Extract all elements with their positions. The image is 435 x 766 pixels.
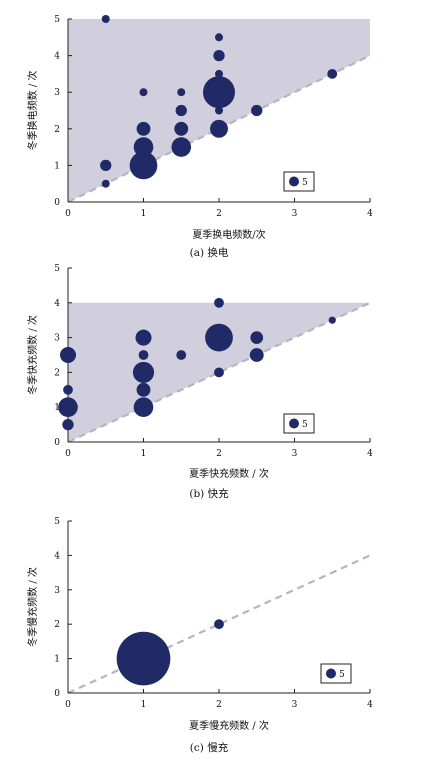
- legend-marker: [289, 418, 299, 429]
- y-tick-label: 5: [54, 15, 60, 25]
- data-point: [250, 331, 264, 344]
- x-tick-label: 0: [65, 700, 71, 710]
- data-point: [213, 49, 225, 62]
- data-point: [100, 159, 112, 172]
- data-point: [214, 297, 224, 308]
- x-tick-label: 1: [141, 449, 147, 459]
- x-tick-label: 4: [367, 449, 373, 459]
- data-point: [129, 151, 158, 180]
- data-point: [203, 76, 235, 109]
- chart-panel-3: 0 1 2 3 4 0 1 2 3 4 5 夏季慢充频数 / 次 冬季慢充频数 / 次 5 (c) 慢充: [26, 517, 373, 754]
- data-point: [136, 121, 151, 136]
- panel-caption: (b) 快充: [189, 487, 229, 500]
- chart-panel-1: 0 1 2 3 4 0 1 2 3 4 5 夏季换电频数/次 冬季换电频数 / 次 5 (a) 换电: [26, 15, 373, 259]
- data-point: [133, 137, 154, 157]
- legend-label: 5: [302, 178, 308, 188]
- diagonal-reference-line: [67, 301, 371, 443]
- y-tick-label: 0: [54, 438, 60, 448]
- y-tick-label: 3: [54, 334, 60, 344]
- panel-caption: (a) 换电: [190, 246, 229, 259]
- y-tick-label: 1: [54, 403, 60, 413]
- chart-panel-2: 0 1 2 3 4 0 1 2 3 4 5 夏季快充频数 / 次 冬季快充频数 / 次 5 (b) 快充: [26, 264, 373, 500]
- data-point: [214, 367, 224, 378]
- size-legend: 5: [283, 413, 315, 434]
- data-point: [174, 121, 189, 136]
- data-point: [58, 397, 78, 417]
- data-point: [133, 397, 154, 417]
- y-axis-label: 冬季快充频数 / 次: [26, 315, 39, 395]
- y-tick-label: 3: [54, 88, 60, 98]
- legend-marker: [289, 176, 299, 187]
- data-point: [135, 329, 152, 346]
- data-point: [215, 69, 223, 78]
- x-tick-label: 1: [141, 700, 147, 710]
- data-point: [175, 104, 187, 117]
- data-point: [60, 347, 76, 363]
- data-point: [249, 348, 264, 362]
- y-tick-label: 0: [54, 198, 60, 208]
- x-tick-label: 2: [216, 700, 222, 710]
- x-tick-label: 3: [292, 209, 298, 219]
- legend-marker: [326, 668, 336, 679]
- data-point: [205, 323, 233, 352]
- size-legend: 5: [320, 663, 352, 684]
- y-tick-label: 2: [54, 620, 60, 630]
- diagonal-reference-line: [67, 554, 371, 695]
- x-tick-label: 2: [216, 449, 222, 459]
- diagonal-reference-line: [67, 54, 371, 203]
- data-point: [136, 382, 151, 397]
- x-tick-label: 4: [367, 700, 373, 710]
- x-tick-label: 4: [367, 209, 373, 219]
- data-point: [214, 619, 224, 630]
- data-point: [327, 69, 338, 79]
- y-tick-label: 5: [54, 517, 60, 527]
- x-axis-label: 夏季快充频数 / 次: [189, 467, 269, 480]
- data-point: [215, 33, 223, 42]
- data-point: [251, 104, 263, 117]
- x-axis-label: 夏季慢充频数 / 次: [189, 719, 269, 732]
- x-tick-label: 1: [141, 209, 147, 219]
- legend-label: 5: [339, 670, 345, 680]
- x-axis-label: 夏季换电频数/次: [192, 228, 265, 241]
- data-point: [171, 137, 192, 157]
- y-tick-label: 0: [54, 689, 60, 699]
- data-point: [62, 418, 74, 431]
- y-tick-label: 2: [54, 368, 60, 378]
- x-tick-label: 0: [65, 449, 71, 459]
- data-point: [138, 350, 149, 360]
- y-axis-label: 冬季慢充频数 / 次: [26, 567, 39, 647]
- data-point: [63, 384, 73, 395]
- data-point: [215, 106, 223, 115]
- y-axis-label: 冬季换电频数 / 次: [26, 71, 39, 151]
- y-tick-label: 4: [54, 52, 60, 62]
- data-point: [139, 88, 148, 97]
- y-tick-label: 1: [54, 161, 60, 171]
- x-tick-label: 0: [65, 209, 71, 219]
- x-tick-label: 2: [216, 209, 222, 219]
- data-point: [176, 350, 187, 360]
- y-tick-label: 5: [54, 264, 60, 274]
- y-tick-label: 2: [54, 125, 60, 135]
- panel-caption: (c) 慢充: [190, 741, 229, 754]
- legend-label: 5: [302, 420, 308, 430]
- data-point: [177, 88, 186, 97]
- y-tick-label: 3: [54, 586, 60, 596]
- data-point: [101, 179, 110, 188]
- data-point: [328, 316, 336, 324]
- y-tick-label: 4: [54, 299, 60, 309]
- data-point: [116, 631, 171, 686]
- data-point: [101, 15, 110, 23]
- y-tick-label: 4: [54, 551, 60, 561]
- y-tick-label: 1: [54, 655, 60, 665]
- data-point: [210, 119, 228, 138]
- data-point: [132, 361, 155, 383]
- x-tick-label: 3: [292, 700, 298, 710]
- size-legend: 5: [283, 171, 315, 192]
- x-tick-label: 3: [292, 449, 298, 459]
